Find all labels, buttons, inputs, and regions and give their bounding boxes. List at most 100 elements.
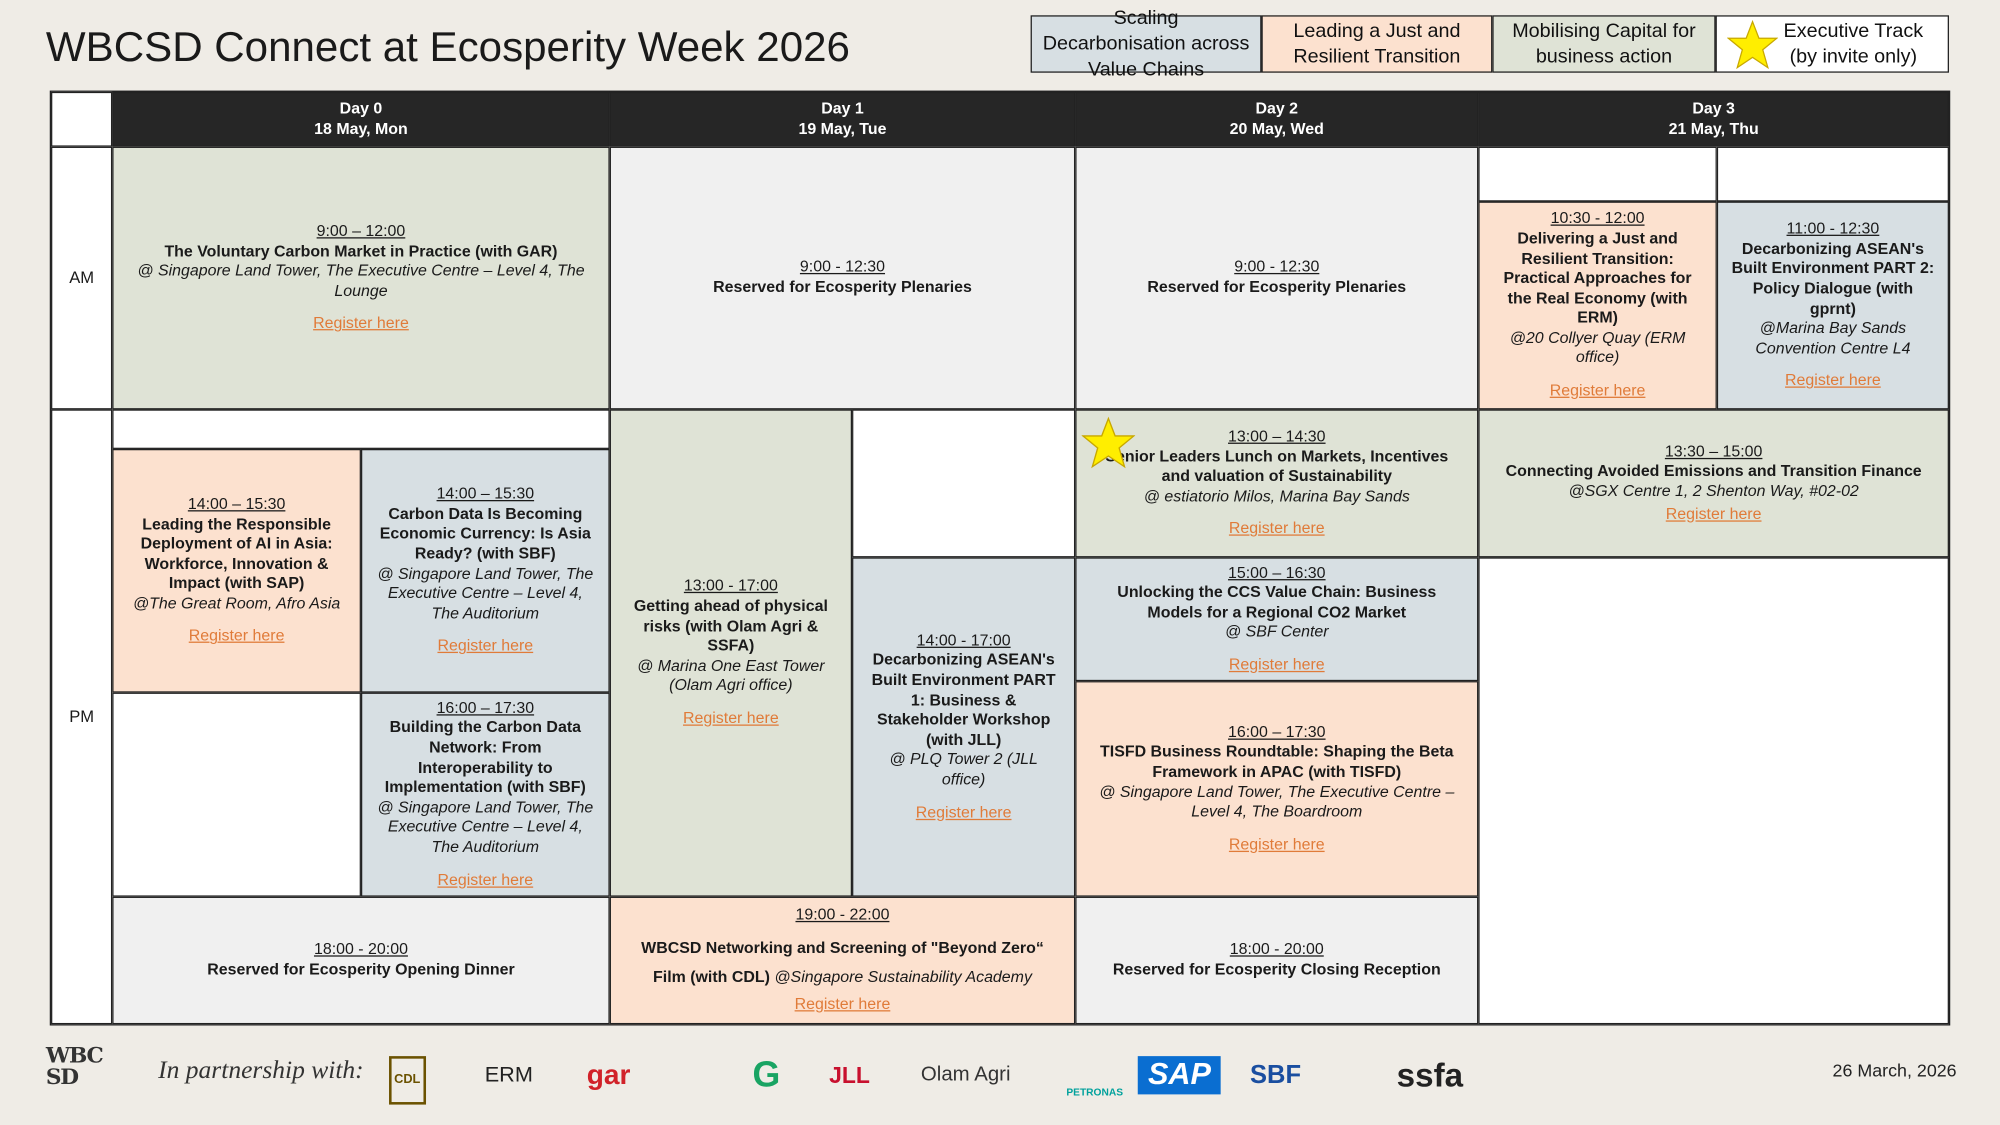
session-location: @ Singapore Land Tower, The Executive Ce…: [377, 798, 594, 856]
legend-item: Leading a Just and Resilient Transition: [1261, 15, 1493, 73]
legend-star: [1726, 19, 1779, 78]
day-label: Day 3: [1692, 99, 1735, 118]
register-link[interactable]: Register here: [1228, 519, 1325, 538]
session-cell: 14:00 - 17:00 Decarbonizing ASEAN's Built…: [852, 557, 1076, 897]
register-link[interactable]: Register here: [188, 626, 285, 645]
session-title: Reserved for Ecosperity Opening Dinner: [207, 960, 515, 979]
session-location: @ Singapore Land Tower, The Executive Ce…: [137, 261, 585, 300]
session-time: 18:00 - 20:00: [313, 940, 408, 959]
session-time: 13:00 – 14:30: [1228, 427, 1326, 446]
register-link[interactable]: Register here: [1785, 371, 1881, 390]
session-cell: 15:00 – 16:30 Unlocking the CCS Value Cha…: [1075, 557, 1479, 682]
session-time: 16:00 – 17:30: [1228, 722, 1326, 741]
date-label: 26 March, 2026: [1832, 1059, 1957, 1081]
partner-logo: JLL: [829, 1062, 870, 1089]
row-label: PM: [51, 409, 113, 1025]
session-time: 18:00 - 20:00: [1229, 940, 1324, 959]
empty-cell: [1478, 146, 1717, 202]
register-link[interactable]: Register here: [794, 994, 891, 1013]
session-cell: 14:00 – 15:30 Carbon Data Is Becoming Eco…: [360, 448, 610, 693]
register-link[interactable]: Register here: [1665, 504, 1762, 523]
session-title-line: WBCSD Networking and Screening of "Beyon…: [624, 934, 1061, 993]
legend-item: Mobilising Capital for business action: [1492, 15, 1716, 73]
session-location: @SGX Centre 1, 2 Shenton Way, #02-02: [1568, 482, 1859, 500]
day-date: 19 May, Tue: [798, 119, 887, 138]
session-cell: 18:00 - 20:00 Reserved for Ecosperity Ope…: [112, 896, 610, 1025]
session-cell: 13:00 – 14:30 Senior Leaders Lunch on Mar…: [1075, 409, 1479, 558]
legend-label: Executive Track (by invite only): [1783, 19, 1924, 67]
day-header: Day 1 19 May, Tue: [609, 91, 1076, 147]
day-label: Day 2: [1255, 99, 1299, 118]
session-title: Unlocking the CCS Value Chain: Business …: [1117, 583, 1437, 621]
session-time: 9:00 - 12:30: [799, 258, 886, 277]
session-time: 13:30 – 15:00: [1664, 442, 1763, 461]
legend-item: Executive Track (by invite only): [1715, 15, 1949, 73]
session-title: Building the Carbon Data Network: From I…: [384, 718, 586, 797]
day-header: Day 2 20 May, Wed: [1075, 91, 1479, 147]
session-time: 14:00 – 15:30: [436, 484, 535, 503]
partner-logo: G: [752, 1054, 781, 1095]
partner-logo: gar: [586, 1058, 631, 1091]
session-location: @ Marina One East Tower (Olam Agri offic…: [637, 656, 825, 695]
session-cell: 18:00 - 20:00 Reserved for Ecosperity Clo…: [1075, 896, 1479, 1025]
session-cell: 19:00 - 22:00 WBCSD Networking and Screen…: [609, 896, 1076, 1025]
session-title: WBCSD Networking and Screening of "Beyon…: [641, 938, 1044, 986]
session-title: Decarbonizing ASEAN's Built Environment …: [1731, 239, 1935, 317]
session-location: @ Singapore Land Tower, The Executive Ce…: [1099, 782, 1455, 821]
session-cell: 9:00 - 12:30 Reserved for Ecosperity Plen…: [1075, 146, 1479, 410]
day-label: Day 0: [339, 99, 383, 118]
row-label-text: PM: [69, 706, 95, 727]
day-date: 21 May, Thu: [1668, 119, 1759, 138]
session-location: @ Singapore Land Tower, The Executive Ce…: [377, 564, 594, 623]
session-title: TISFD Business Roundtable: Shaping the B…: [1100, 742, 1454, 781]
session-cell: 11:00 - 12:30 Decarbonizing ASEAN's Built…: [1716, 201, 1949, 410]
session-cell: 13:00 - 17:00 Getting ahead of physical r…: [609, 409, 853, 897]
register-link[interactable]: Register here: [915, 803, 1012, 821]
empty-cell: [1716, 146, 1949, 202]
register-link[interactable]: Register here: [437, 636, 534, 655]
partner-logo: PETRONAS: [1066, 1086, 1124, 1099]
star-icon: [1081, 416, 1136, 469]
register-link[interactable]: Register here: [682, 709, 779, 728]
session-time: 13:00 - 17:00: [683, 577, 778, 595]
session-location: @Singapore Sustainability Academy: [774, 968, 1032, 986]
session-title: The Voluntary Carbon Market in Practice …: [164, 241, 558, 260]
page-title: WBCSD Connect at Ecosperity Week 2026: [45, 22, 850, 71]
session-location: @The Great Room, Afro Asia: [132, 594, 341, 613]
register-link[interactable]: Register here: [437, 870, 534, 889]
session-title: Leading the Responsible Deployment of AI…: [140, 514, 333, 593]
session-location: @ PLQ Tower 2 (JLL office): [889, 750, 1038, 789]
session-title: Getting ahead of physical risks (with Ol…: [633, 596, 828, 655]
session-time: 9:00 – 12:00: [316, 221, 406, 240]
session-title: Connecting Avoided Emissions and Transit…: [1505, 462, 1922, 481]
session-time: 16:00 – 17:30: [436, 698, 535, 717]
partnership-label: In partnership with:: [158, 1056, 364, 1085]
partner-logo: Olam Agri: [920, 1063, 1011, 1086]
star-icon: [1726, 19, 1779, 70]
partner-logo: SBF: [1249, 1061, 1302, 1090]
legend-label: Scaling Decarbonisation across Value Cha…: [1042, 7, 1250, 80]
session-time: 10:30 - 12:00: [1550, 209, 1645, 228]
day-date: 18 May, Mon: [314, 119, 408, 138]
register-link[interactable]: Register here: [1549, 381, 1646, 400]
day-header: Day 3 21 May, Thu: [1478, 91, 1949, 147]
register-link[interactable]: Register here: [313, 314, 409, 333]
day-label: Day 1: [821, 99, 864, 118]
session-location: @ estiatorio Milos, Marina Bay Sands: [1143, 486, 1410, 505]
wbcsd-logo: WBCSD: [45, 1043, 104, 1091]
session-cell: 16:00 – 17:30 Building the Carbon Data Ne…: [360, 692, 610, 897]
session-location: @20 Collyer Quay (ERM office): [1509, 328, 1686, 367]
session-time: 19:00 - 22:00: [795, 906, 890, 924]
empty-cell: [112, 409, 610, 449]
register-link[interactable]: Register here: [1228, 835, 1325, 853]
register-link[interactable]: Register here: [1228, 655, 1325, 674]
row-label-text: AM: [69, 268, 95, 288]
partner-logo: SAP: [1137, 1056, 1222, 1095]
row-label: AM: [51, 146, 113, 410]
day-header: Day 0 18 May, Mon: [112, 91, 610, 147]
session-title: Reserved for Ecosperity Closing Receptio…: [1112, 960, 1441, 979]
session-time: 14:00 - 17:00: [916, 631, 1011, 650]
partner-logo: CDL: [389, 1056, 426, 1105]
